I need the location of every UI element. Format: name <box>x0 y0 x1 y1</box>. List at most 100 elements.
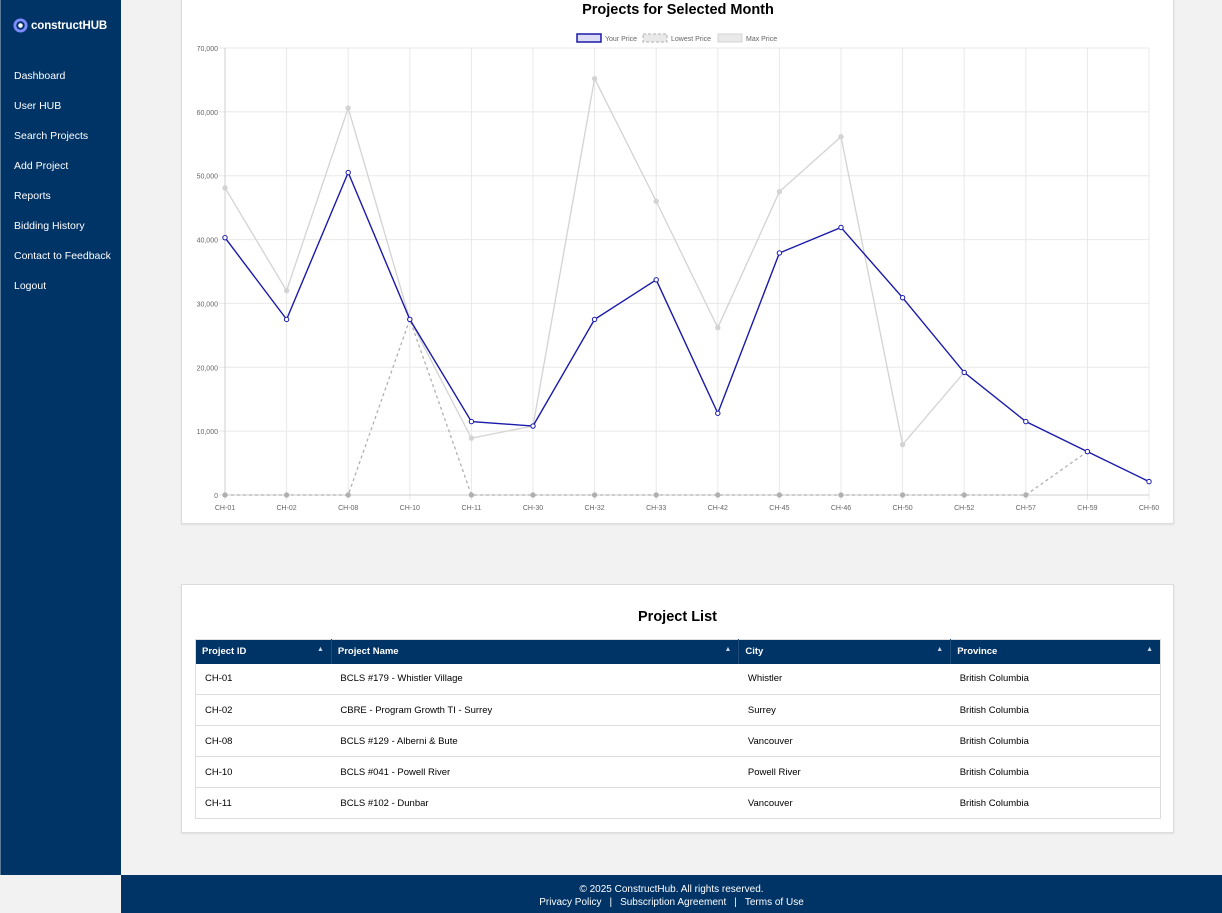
cell-city: Whistler <box>738 663 951 695</box>
data-point-max-price <box>283 287 290 294</box>
x-tick-label: CH-08 <box>338 505 358 512</box>
table-row[interactable]: CH-08 BCLS #129 - Alberni & Bute Vancouv… <box>195 725 1161 757</box>
cell-project-id: CH-08 <box>195 725 332 757</box>
footer: © 2025 ConstructHub. All rights reserved… <box>121 875 1222 913</box>
x-tick-label: CH-11 <box>462 505 482 512</box>
legend-label-your-price: Your Price <box>605 36 637 43</box>
project-list-card: Project List Project ID ▲ Project Name ▲ C… <box>181 584 1174 833</box>
cell-city: Vancouver <box>738 787 951 819</box>
data-point-lowest-price <box>222 492 228 498</box>
series-line-your-price <box>224 170 1150 483</box>
projects-line-chart: Projects for Selected Month 0 10,000 20,000… <box>197 2 1160 512</box>
column-header-label: City <box>745 646 764 658</box>
cell-project-name: BCLS #129 - Alberni & Bute <box>331 725 739 757</box>
table-row[interactable]: CH-10 BCLS #041 - Powell River Powell Ri… <box>195 756 1161 788</box>
cell-province: British Columbia <box>950 663 1161 695</box>
nav-item-reports[interactable]: Reports <box>14 190 51 202</box>
x-tick-label: CH-02 <box>276 505 296 512</box>
x-tick-label: CH-30 <box>523 505 543 512</box>
sidebar: constructHUB Dashboard User HUB Search P… <box>0 0 121 875</box>
x-tick-label: CH-57 <box>1016 505 1036 512</box>
nav-item-logout[interactable]: Logout <box>14 280 47 292</box>
nav-item-user-hub[interactable]: User HUB <box>14 100 62 112</box>
data-point-your-price <box>961 369 967 376</box>
subscription-agreement-link[interactable]: Subscription Agreement <box>620 897 727 908</box>
x-tick-label: CH-46 <box>831 505 851 512</box>
y-tick-label: 50,000 <box>197 174 219 181</box>
cell-province: British Columbia <box>950 787 1161 819</box>
chart-title: Projects for Selected Month <box>582 2 774 18</box>
column-header-project-name[interactable]: Project Name ▲ <box>331 639 740 664</box>
data-point-your-price <box>1146 478 1152 485</box>
data-point-max-price <box>653 198 659 204</box>
data-point-lowest-price <box>283 492 290 498</box>
nav-item-search-projects[interactable]: Search Projects <box>14 130 89 142</box>
sort-arrow-icon[interactable]: ▲ <box>1146 646 1153 653</box>
nav-item-contact-feedback[interactable]: Contact to Feedback <box>14 250 111 262</box>
data-point-your-price <box>899 294 906 301</box>
column-header-province[interactable]: Province ▲ <box>950 639 1161 664</box>
terms-of-use-link[interactable]: Terms of Use <box>744 897 804 908</box>
data-point-lowest-price <box>653 492 659 498</box>
table-row[interactable]: CH-11 BCLS #102 - Dunbar Vancouver Briti… <box>195 787 1161 819</box>
cell-project-id: CH-02 <box>195 694 332 726</box>
data-point-max-price <box>345 105 351 111</box>
data-point-your-price <box>776 250 783 256</box>
x-tick-label: CH-59 <box>1077 505 1097 512</box>
data-point-your-price <box>653 277 659 283</box>
data-point-max-price <box>468 435 475 441</box>
x-tick-label: CH-01 <box>215 505 235 512</box>
data-point-max-price <box>591 75 598 82</box>
data-point-max-price <box>715 324 721 331</box>
x-tick-label: CH-10 <box>400 505 420 512</box>
data-point-your-price <box>283 316 290 323</box>
x-tick-label: CH-60 <box>1139 505 1159 512</box>
data-point-lowest-price <box>961 492 967 498</box>
column-header-label: Province <box>957 646 998 658</box>
data-point-lowest-price <box>1023 492 1029 498</box>
x-tick-label: CH-45 <box>769 505 789 512</box>
data-point-lowest-price <box>838 492 844 498</box>
data-point-lowest-price <box>899 492 906 498</box>
column-header-label: Project ID <box>202 646 247 658</box>
sort-arrow-icon[interactable]: ▲ <box>936 646 944 653</box>
data-point-your-price <box>222 234 228 241</box>
data-point-max-price <box>776 188 783 195</box>
logo-icon <box>13 18 28 33</box>
column-header-project-id[interactable]: Project ID ▲ <box>195 639 332 664</box>
brand-logo[interactable]: constructHUB <box>13 18 107 33</box>
sort-arrow-icon[interactable]: ▲ <box>316 646 324 653</box>
cell-city: Surrey <box>738 694 951 726</box>
x-tick-label: CH-52 <box>954 505 974 512</box>
column-header-city[interactable]: City ▲ <box>738 639 952 664</box>
data-point-lowest-price <box>776 492 783 498</box>
y-tick-label: 20,000 <box>197 365 219 372</box>
legend-swatch-your-price <box>576 33 602 43</box>
data-point-max-price <box>899 441 906 448</box>
footer-copyright: © 2025 ConstructHub. All rights reserved… <box>579 884 764 895</box>
cell-province: British Columbia <box>950 725 1161 757</box>
nav-item-add-project[interactable]: Add Project <box>14 160 69 172</box>
table-row[interactable]: CH-01 BCLS #179 - Whistler Village Whist… <box>195 663 1161 695</box>
privacy-policy-link[interactable]: Privacy Policy <box>539 897 602 908</box>
data-point-lowest-price <box>468 492 475 498</box>
cell-project-id: CH-10 <box>195 756 332 788</box>
cell-province: British Columbia <box>950 694 1161 726</box>
y-tick-label: 10,000 <box>197 429 219 436</box>
sort-arrow-icon[interactable]: ▲ <box>724 646 732 653</box>
cell-project-name: CBRE - Program Growth TI - Surrey <box>331 694 739 726</box>
nav-item-dashboard[interactable]: Dashboard <box>14 70 66 82</box>
y-tick-label: 0 <box>214 493 218 500</box>
legend-swatch-lowest-price <box>642 33 668 43</box>
data-point-your-price <box>1023 418 1029 425</box>
cell-project-id: CH-01 <box>195 663 332 695</box>
cell-province: British Columbia <box>950 756 1161 788</box>
column-header-label: Project Name <box>337 646 399 658</box>
nav-item-bidding-history[interactable]: Bidding History <box>14 220 85 232</box>
data-point-your-price <box>838 224 844 231</box>
data-point-your-price <box>715 410 721 416</box>
table-row[interactable]: CH-02 CBRE - Program Growth TI - Surrey … <box>195 694 1161 726</box>
data-point-your-price <box>591 316 598 323</box>
table-header-row: Project ID ▲ Project Name ▲ City ▲ Province… <box>195 639 1161 664</box>
y-tick-label: 40,000 <box>197 238 219 245</box>
